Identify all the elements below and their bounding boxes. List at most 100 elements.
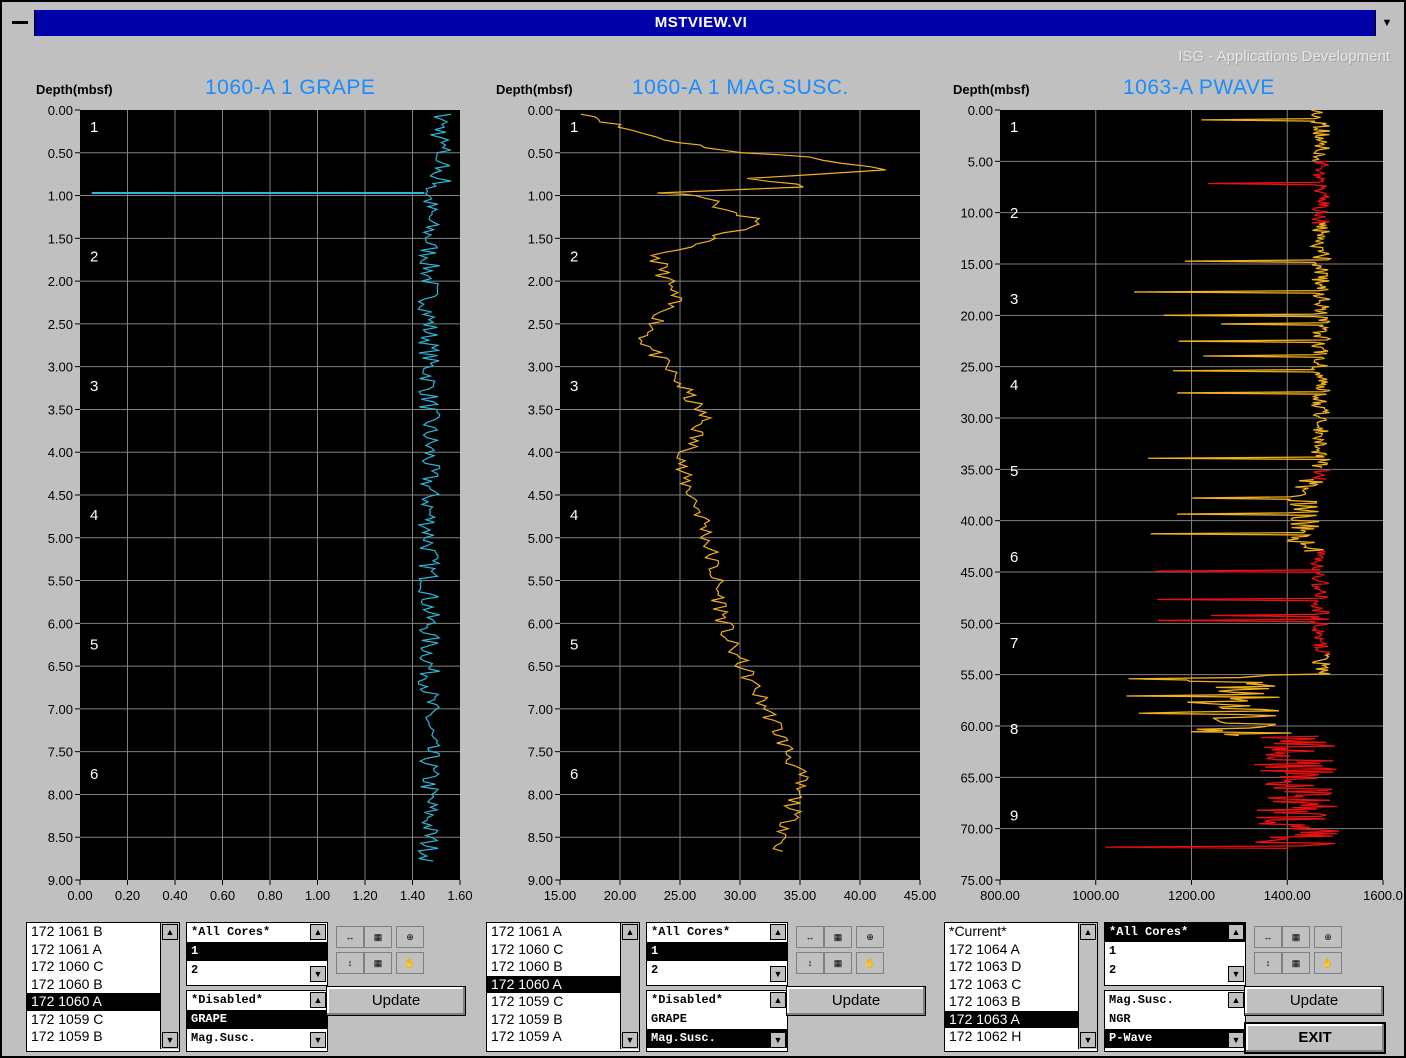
zoom-x-icon[interactable]: ↔ <box>796 926 824 948</box>
core-list-item[interactable]: 1 <box>187 942 327 961</box>
site-list-item[interactable]: 172 1059 B <box>31 1028 103 1044</box>
update-button[interactable]: Update <box>786 986 926 1016</box>
window-menu-dropdown-icon[interactable]: ▼ <box>1375 10 1398 36</box>
scroll-up-icon[interactable]: ▲ <box>770 924 786 940</box>
site-list-item[interactable]: 172 1061 A <box>31 940 102 957</box>
update-button[interactable]: Update <box>1244 986 1384 1016</box>
site-list-item[interactable]: 172 1061 B <box>31 923 103 939</box>
zoom-xy-icon[interactable]: ▦ <box>364 926 392 948</box>
site-list-item[interactable]: 172 1062 H <box>949 1028 1022 1044</box>
zoom-y-icon[interactable]: ↕ <box>336 952 364 974</box>
scroll-down-icon[interactable]: ▼ <box>770 1032 786 1048</box>
site-list-item[interactable]: 172 1060 B <box>491 958 563 974</box>
update-button[interactable]: Update <box>326 986 466 1016</box>
core-list-item[interactable]: 2 <box>651 963 659 977</box>
y-tick-label: 35.00 <box>960 462 993 477</box>
system-menu-button[interactable] <box>6 10 35 36</box>
site-list-item[interactable]: 172 1059 C <box>491 993 564 1009</box>
site-list-item[interactable]: 172 1060 A <box>487 975 639 993</box>
zoom-fit-icon[interactable]: ▦ <box>824 952 852 974</box>
sensor-list-item[interactable]: P-Wave <box>1105 1029 1245 1048</box>
sensor-list-item[interactable]: *Disabled* <box>191 993 264 1007</box>
scroll-up-icon[interactable]: ▲ <box>1080 924 1096 940</box>
pan-hand-icon[interactable]: ✋ <box>396 952 424 974</box>
site-list-item[interactable]: 172 1060 C <box>491 940 564 957</box>
core-list-item[interactable]: 1 <box>1109 944 1117 958</box>
core-list-item[interactable]: 2 <box>191 963 199 977</box>
scroll-down-icon[interactable]: ▼ <box>310 1032 326 1048</box>
zoom-xy-icon[interactable]: ▦ <box>1282 926 1310 948</box>
site-list-item[interactable]: 172 1059 A <box>491 1028 562 1044</box>
scroll-down-icon[interactable]: ▼ <box>1228 966 1244 982</box>
zoom-fit-icon[interactable]: ▦ <box>364 952 392 974</box>
scroll-down-icon[interactable]: ▼ <box>1080 1032 1096 1048</box>
site-scrollbar[interactable] <box>620 923 639 1049</box>
sensor-listbox[interactable]: *Disabled* GRAPE Mag.Susc. <box>186 990 328 1052</box>
scroll-up-icon[interactable]: ▲ <box>310 992 326 1008</box>
core-listbox[interactable]: *All Cores* 1 2 <box>646 922 788 986</box>
site-list-item[interactable]: 172 1063 D <box>949 958 1022 974</box>
site-list-item[interactable]: 172 1063 A <box>945 1010 1097 1028</box>
site-list-item[interactable]: 172 1063 B <box>949 993 1021 1009</box>
site-list-item[interactable]: 172 1060 C <box>31 958 104 974</box>
site-list-item[interactable]: *Current* <box>949 923 1007 939</box>
core-list-item[interactable]: *All Cores* <box>1105 923 1245 942</box>
core-label: 4 <box>570 507 578 524</box>
zoom-in-icon[interactable]: ⊕ <box>856 926 884 948</box>
core-list-item[interactable]: *All Cores* <box>191 925 271 939</box>
sensor-list-item[interactable]: *Disabled* <box>651 993 724 1007</box>
core-list-item[interactable]: 2 <box>1109 963 1117 977</box>
core-listbox[interactable]: *All Cores* 1 2 <box>1104 922 1246 986</box>
zoom-y-icon[interactable]: ↕ <box>796 952 824 974</box>
sensor-listbox[interactable]: Mag.Susc. NGR P-Wave <box>1104 990 1246 1052</box>
site-list-item[interactable]: 172 1059 C <box>31 1010 104 1027</box>
scroll-down-icon[interactable]: ▼ <box>1228 1032 1244 1048</box>
sensor-list-item[interactable]: NGR <box>1109 1012 1131 1026</box>
scroll-up-icon[interactable]: ▲ <box>622 924 638 940</box>
site-listbox[interactable]: 172 1061 A 172 1060 C 172 1060 B 172 1060 A… <box>486 922 640 1052</box>
scroll-down-icon[interactable]: ▼ <box>162 1032 178 1048</box>
sensor-list-item[interactable]: Mag.Susc. <box>1109 993 1174 1007</box>
sensor-list-item[interactable]: GRAPE <box>651 1012 688 1026</box>
sensor-list-item[interactable]: GRAPE <box>187 1010 327 1029</box>
core-list-item[interactable]: 1 <box>647 942 787 961</box>
sensor-listbox[interactable]: *Disabled* GRAPE Mag.Susc. <box>646 990 788 1052</box>
scroll-up-icon[interactable]: ▲ <box>770 992 786 1008</box>
site-scrollbar[interactable] <box>160 923 179 1049</box>
site-list-item[interactable]: 172 1059 B <box>491 1010 563 1027</box>
zoom-in-icon[interactable]: ⊕ <box>1314 926 1342 948</box>
zoom-x-icon[interactable]: ↔ <box>1254 926 1282 948</box>
scroll-up-icon[interactable]: ▲ <box>310 924 326 940</box>
site-list-item[interactable]: 172 1064 A <box>949 940 1020 957</box>
y-tick-label: 5.00 <box>528 531 553 546</box>
scroll-down-icon[interactable]: ▼ <box>310 966 326 982</box>
core-listbox[interactable]: *All Cores* 1 2 <box>186 922 328 986</box>
sensor-list-item[interactable]: Mag.Susc. <box>191 1031 256 1045</box>
core-list-item[interactable]: *All Cores* <box>651 925 731 939</box>
pan-hand-icon[interactable]: ✋ <box>1314 952 1342 974</box>
site-list-item[interactable]: 172 1061 A <box>491 923 562 939</box>
site-scrollbar[interactable] <box>1078 923 1097 1049</box>
sensor-list-item[interactable]: Mag.Susc. <box>647 1029 787 1048</box>
site-list-item[interactable]: 172 1063 C <box>949 975 1022 992</box>
y-tick-label: 0.50 <box>48 146 73 161</box>
scroll-up-icon[interactable]: ▲ <box>1228 924 1244 940</box>
zoom-in-icon[interactable]: ⊕ <box>396 926 424 948</box>
scroll-up-icon[interactable]: ▲ <box>1228 992 1244 1008</box>
exit-button[interactable]: EXIT <box>1244 1022 1386 1054</box>
zoom-x-icon[interactable]: ↔ <box>336 926 364 948</box>
zoom-xy-icon[interactable]: ▦ <box>824 926 852 948</box>
zoom-fit-icon[interactable]: ▦ <box>1282 952 1310 974</box>
y-tick-label: 1.00 <box>528 189 553 204</box>
site-list-item[interactable]: 172 1060 B <box>31 975 103 992</box>
y-tick-label: 3.50 <box>48 402 73 417</box>
pan-hand-icon[interactable]: ✋ <box>856 952 884 974</box>
x-tick-label: 1.00 <box>305 888 330 903</box>
site-listbox[interactable]: 172 1061 B 172 1061 A 172 1060 C 172 1060 B… <box>26 922 180 1052</box>
site-list-item[interactable]: 172 1060 A <box>27 993 179 1011</box>
scroll-down-icon[interactable]: ▼ <box>622 1032 638 1048</box>
scroll-up-icon[interactable]: ▲ <box>162 924 178 940</box>
scroll-down-icon[interactable]: ▼ <box>770 966 786 982</box>
zoom-y-icon[interactable]: ↕ <box>1254 952 1282 974</box>
